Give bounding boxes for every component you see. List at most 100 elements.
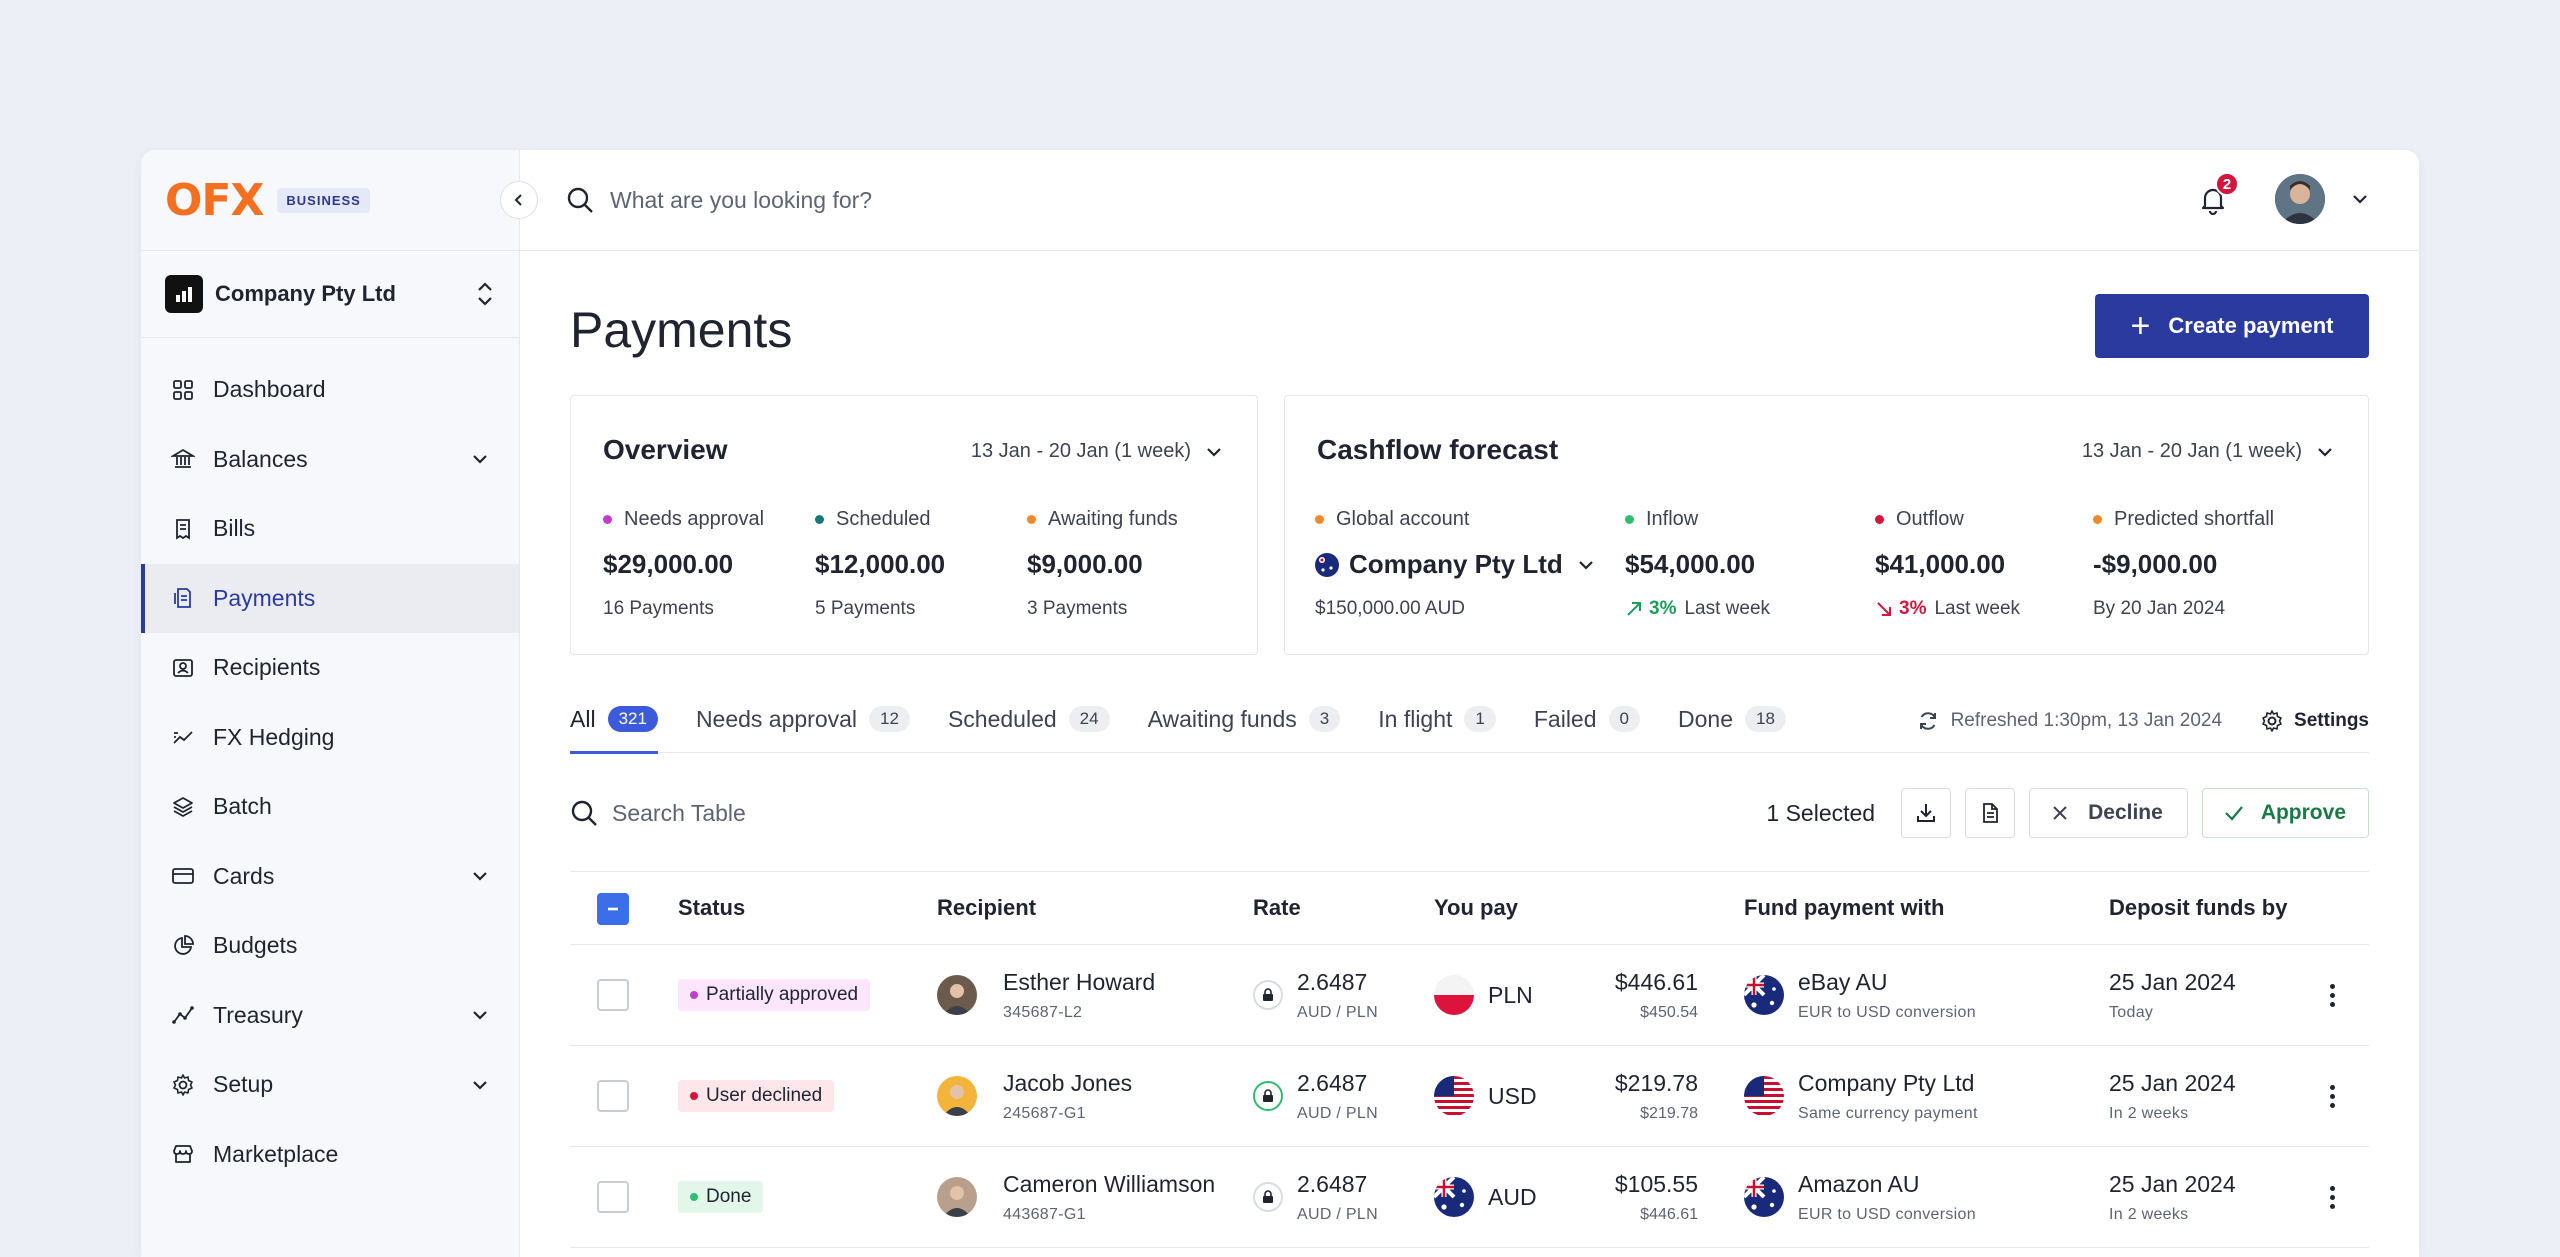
- approve-button[interactable]: Approve: [2201, 788, 2369, 838]
- row-checkbox[interactable]: [597, 979, 629, 1011]
- search-icon: [571, 800, 597, 826]
- sidebar-item-setup[interactable]: Setup: [141, 1050, 519, 1120]
- notifications-button[interactable]: 2: [2195, 172, 2239, 218]
- deposit-date: 25 Jan 2024: [2109, 1170, 2236, 1197]
- recipient-name[interactable]: Jacob Jones: [1003, 1069, 1133, 1096]
- chevron-down-icon: [1579, 560, 1593, 570]
- recipient-name[interactable]: Esther Howard: [1003, 968, 1156, 995]
- au-flag-icon: [1434, 1177, 1474, 1217]
- header-status[interactable]: Status: [678, 895, 746, 920]
- sidebar-item-label: Bills: [213, 515, 256, 542]
- sidebar-item-payments[interactable]: Payments: [141, 563, 519, 633]
- sidebar-item-fx-hedging[interactable]: FX Hedging: [141, 703, 519, 773]
- tab-failed[interactable]: Failed 0: [1534, 703, 1640, 753]
- select-all-checkbox[interactable]: [597, 893, 629, 925]
- global-account-select[interactable]: Company Pty Ltd: [1315, 549, 1595, 580]
- settings-label: Settings: [2294, 710, 2369, 731]
- metric-label: Awaiting funds: [1048, 508, 1178, 530]
- deposit-when: In 2 weeks: [2109, 1104, 2189, 1122]
- header-you-pay[interactable]: You pay: [1434, 895, 1518, 920]
- create-payment-button[interactable]: + Create payment: [2095, 294, 2369, 358]
- chevron-updown-icon: [478, 282, 492, 306]
- metric-sub: Last week: [1934, 598, 2021, 619]
- au-flag-icon: [1744, 975, 1784, 1015]
- logo-row: OFX BUSINESS: [141, 150, 538, 251]
- rate-pair: AUD / PLN: [1297, 1003, 1378, 1021]
- metric-sub: Last week: [1684, 598, 1771, 619]
- deposit-date: 25 Jan 2024: [2109, 1069, 2236, 1096]
- row-menu-button[interactable]: [2330, 1083, 2335, 1110]
- tab-label: Scheduled: [947, 705, 1057, 732]
- sidebar-item-cards[interactable]: Cards: [141, 842, 519, 912]
- header-fund-with[interactable]: Fund payment with: [1744, 895, 1945, 920]
- sidebar-item-bills[interactable]: Bills: [141, 494, 519, 564]
- user-avatar[interactable]: [2275, 174, 2325, 224]
- header-recipient[interactable]: Recipient: [937, 895, 1037, 920]
- refresh-text: Refreshed 1:30pm, 13 Jan 2024: [1950, 710, 2223, 731]
- overview-metric[interactable]: Needs approval $29,000.00 16 Payments: [603, 508, 764, 620]
- arrow-down-right-icon: [1877, 602, 1891, 616]
- recipient-name[interactable]: Cameron Williamson: [1003, 1170, 1216, 1197]
- sidebar-item-dashboard[interactable]: Dashboard: [141, 355, 519, 425]
- tab-done[interactable]: Done 18: [1678, 703, 1786, 753]
- decline-button[interactable]: Decline: [2029, 788, 2188, 838]
- global-search-input[interactable]: What are you looking for?: [610, 186, 873, 213]
- sidebar-item-budgets[interactable]: Budgets: [141, 911, 519, 981]
- sidebar-item-balances[interactable]: Balances: [141, 425, 519, 495]
- overview-metric[interactable]: Scheduled $12,000.00 5 Payments: [815, 508, 945, 620]
- tab-needs-approval[interactable]: Needs approval 12: [696, 703, 910, 753]
- overview-metric[interactable]: Awaiting funds $9,000.00 3 Payments: [1027, 508, 1178, 620]
- table-header: Status Recipient Rate You pay Fund payme…: [570, 871, 2369, 945]
- tab-awaiting-funds[interactable]: Awaiting funds 3: [1148, 703, 1341, 753]
- payments-icon: [169, 584, 197, 612]
- settings-button[interactable]: Settings: [2260, 709, 2369, 733]
- header-deposit-by[interactable]: Deposit funds by: [2109, 895, 2288, 920]
- ofx-logo[interactable]: OFX: [165, 174, 264, 226]
- pl-flag-icon: [1434, 975, 1474, 1015]
- table-row[interactable]: User declined Jacob Jones 245687-G1 2.6487 A…: [570, 1046, 2369, 1147]
- pay-amount-sub: $450.54: [1640, 1003, 1698, 1021]
- collapse-sidebar-button[interactable]: [500, 181, 538, 219]
- status-badge: Done: [678, 1181, 764, 1213]
- pay-amount: $219.78: [1614, 1069, 1698, 1096]
- chevron-down-icon[interactable]: [2349, 188, 2371, 210]
- refresh-icon[interactable]: [1917, 710, 1939, 732]
- sidebar-item-marketplace[interactable]: Marketplace: [141, 1120, 519, 1190]
- sidebar-item-recipients[interactable]: Recipients: [141, 633, 519, 703]
- row-menu-button[interactable]: [2330, 982, 2335, 1009]
- row-menu-button[interactable]: [2330, 1184, 2335, 1211]
- row-checkbox[interactable]: [597, 1181, 629, 1213]
- cashflow-range-select[interactable]: 13 Jan - 20 Jan (1 week): [2082, 440, 2334, 463]
- close-icon: [2053, 806, 2067, 820]
- metric-sub: By 20 Jan 2024: [2093, 598, 2226, 619]
- sidebar-item-label: Setup: [213, 1071, 274, 1098]
- header-rate[interactable]: Rate: [1253, 895, 1301, 920]
- table-row[interactable]: Partially approved Esther Howard 345687-L2…: [570, 945, 2369, 1046]
- sidebar-item-batch[interactable]: Batch: [141, 772, 519, 842]
- plus-icon: +: [2130, 307, 2151, 345]
- tab-count-badge: 321: [607, 706, 658, 732]
- row-checkbox[interactable]: [597, 1080, 629, 1112]
- status-dot: [1027, 515, 1036, 524]
- sidebar-item-treasury[interactable]: Treasury: [141, 981, 519, 1051]
- table-row[interactable]: Done Cameron Williamson 443687-G1 2.6487 AUD…: [570, 1147, 2369, 1248]
- status-badge: Partially approved: [678, 979, 871, 1011]
- status-dot: [1625, 515, 1634, 524]
- metric-value: $12,000.00: [815, 549, 946, 579]
- refresh-status: Refreshed 1:30pm, 13 Jan 2024 Settings: [1917, 709, 2369, 733]
- contact-card-icon: [169, 654, 197, 682]
- lock-icon: [1253, 980, 1283, 1010]
- company-switcher[interactable]: Company Pty Ltd: [141, 251, 519, 338]
- chevron-down-icon: [473, 1080, 487, 1090]
- tab-count-badge: 12: [869, 706, 910, 732]
- document-button[interactable]: [1965, 788, 2016, 838]
- deposit-when: Today: [2109, 1003, 2154, 1021]
- tab-all[interactable]: All 321: [570, 703, 658, 754]
- table-search-input[interactable]: Search Table: [612, 799, 746, 826]
- status-dot: [690, 991, 698, 999]
- tab-scheduled[interactable]: Scheduled 24: [948, 703, 1110, 753]
- download-button[interactable]: [1901, 788, 1952, 838]
- overview-range-select[interactable]: 13 Jan - 20 Jan (1 week): [971, 440, 1223, 463]
- metric-label: Predicted shortfall: [2114, 508, 2275, 530]
- tab-in-flight[interactable]: In flight 1: [1378, 703, 1496, 753]
